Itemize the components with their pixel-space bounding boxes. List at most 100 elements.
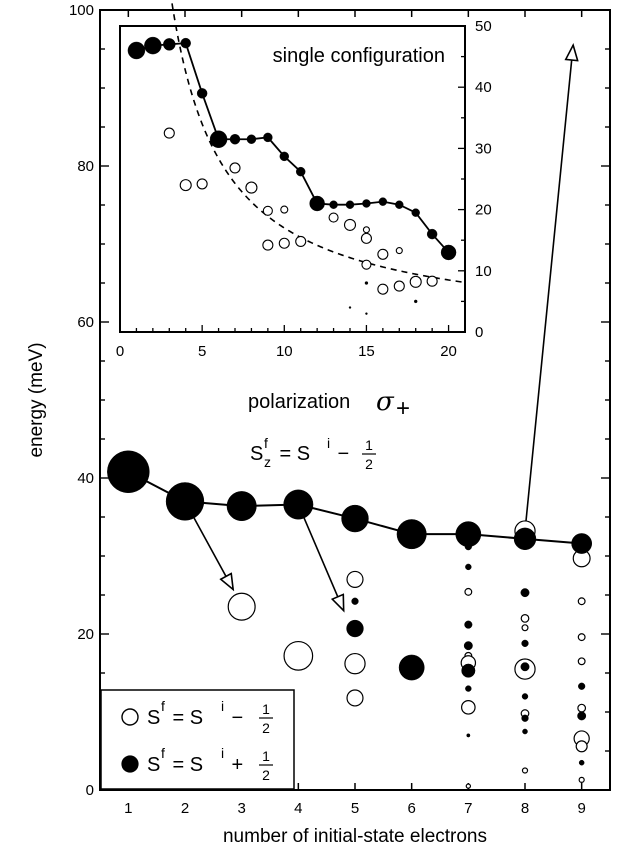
main-series-point [107,450,150,494]
legend-open-marker [121,708,139,726]
x-tick-label: 7 [464,800,472,817]
inset-open-point [179,179,192,192]
filled-point [346,619,364,638]
rule-frac-num: 1 [365,437,373,453]
legend-open-i: i [221,698,224,714]
inset-filled-point [348,306,352,309]
legend-filled-marker [121,755,139,773]
x-tick-label: 2 [181,800,189,817]
main-series-point [396,519,427,550]
x-tick-label: 1 [124,800,132,817]
inset-open-point [377,248,389,260]
open-point [521,767,529,774]
polarization-annotation: polarization σ + [248,387,410,422]
inset-series-point [309,195,325,212]
open-point [344,652,366,675]
transition-arrow [297,504,343,611]
inset-open-point [295,235,307,247]
rule-i-sup: i [327,435,330,451]
open-point [577,657,586,666]
filled-point [464,620,473,629]
inset-y-tick-label: 0 [475,324,483,341]
legend-open-op: − [226,707,249,729]
inset-open-point [409,275,422,288]
filled-point [465,563,472,571]
inset-open-point [343,218,357,231]
filled-point [520,662,530,672]
legend-open-eq: = S [167,707,203,729]
open-point [577,703,587,713]
y-tick-label: 80 [77,158,94,175]
legend-open-s: S [147,707,160,729]
filled-point [398,654,425,681]
y-tick-label: 60 [77,314,94,331]
inset-open-point [426,275,438,287]
inset-x-tick-label: 0 [116,343,124,360]
inset-y-tick-label: 10 [475,263,492,280]
inset-x-tick-label: 5 [198,343,206,360]
x-tick-label: 5 [351,800,359,817]
inset-series-point [127,41,146,60]
main-series-point [226,491,257,522]
sigma-subscript: + [396,395,410,422]
inset-series-point [246,134,257,144]
inset-series-point [362,199,371,208]
inset-y-tick-label: 50 [475,18,492,35]
filled-point [351,597,359,605]
legend-open-den: 2 [262,720,270,736]
inset-open-point [362,226,370,234]
inset-open-point [361,259,372,270]
open-point [346,689,364,707]
inset-background [120,26,465,332]
inset-x-tick-label: 15 [358,343,375,360]
open-point [346,570,364,588]
filled-point [463,641,473,651]
inset-open-point [377,283,389,295]
x-axis-title: number of initial-state electrons [223,826,487,847]
legend-filled-s: S [147,754,160,776]
main-series-point [165,482,205,521]
spin-rule-annotation: S f z = S i − 1 2 [250,435,376,472]
legend-filled-op: + [226,754,249,776]
y-tick-label: 20 [77,626,94,643]
filled-point [465,685,472,692]
inset-open-point [163,127,175,139]
sigma-symbol: σ [376,387,395,417]
inset-open-point [262,205,273,216]
inset-filled-point [414,299,418,304]
rule-f-sup: f [264,435,268,451]
inset-open-point [196,178,208,190]
inset-dashed-curve [170,0,466,284]
open-point [465,783,472,789]
filled-point [521,639,529,647]
x-tick-label: 4 [294,800,302,817]
x-tick-label: 6 [407,800,415,817]
inset-filled-point [364,281,369,285]
main-series-point [341,504,369,533]
filled-point [521,714,529,722]
filled-point [578,759,585,766]
legend-open-f: f [161,698,165,714]
inset-y-tick-label: 40 [475,79,492,96]
inset-filled-point [365,312,368,315]
inset-series-point [209,130,228,148]
inset-open-point [262,239,274,251]
filled-point [520,588,530,598]
y-tick-label: 40 [77,470,94,487]
inset-y-tick-label: 20 [475,202,492,219]
inset-series-point [329,200,338,209]
inset-open-point [328,212,339,223]
open-point [520,614,530,623]
y-tick-label: 0 [86,782,94,799]
inset-series-point [229,134,241,145]
y-tick-label: 100 [69,2,94,19]
filled-point [461,663,476,678]
x-tick-label: 9 [577,800,585,817]
inset-axis-ticks: 0 5 10 15 20 0 10 20 30 40 50 [116,18,492,360]
inset-series-point [296,166,306,177]
main-series-point [513,527,537,551]
inset-open-point [229,162,241,174]
inset-x-tick-label: 20 [440,343,457,360]
